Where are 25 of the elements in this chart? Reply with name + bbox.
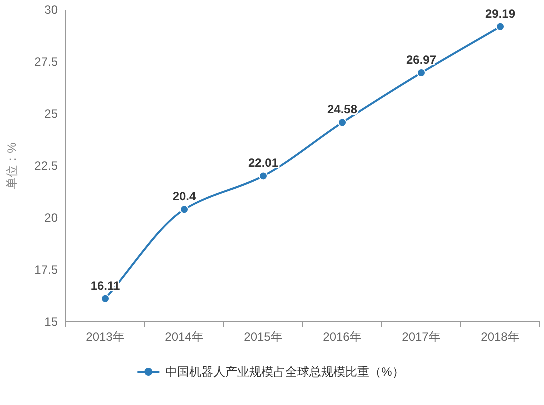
point [259, 172, 268, 181]
x-tick-label: 2014年 [165, 330, 204, 344]
y-tick-label: 17.5 [34, 263, 58, 277]
y-axis-title: 单位：% [5, 142, 19, 190]
point [338, 118, 347, 128]
y-tick-label: 20 [44, 211, 58, 225]
x-tick-label: 2018年 [481, 330, 520, 344]
data-label: 22.01 [248, 156, 279, 170]
x-tick-label: 2017年 [402, 330, 441, 344]
data-label: 29.19 [485, 6, 516, 21]
y-tick-label: 25 [44, 107, 58, 121]
legend-label: 中国机器人产业规模占全球总规模比重（%） [166, 365, 404, 379]
point [180, 205, 189, 214]
y-tick-label: 22.5 [34, 159, 58, 173]
x-tick-label: 2016年 [323, 330, 362, 344]
point [101, 294, 110, 304]
data-label: 20.4 [172, 190, 196, 204]
y-tick-label: 30 [44, 3, 58, 17]
data-label: 26.97 [406, 53, 437, 68]
x-tick-label: 2013年 [86, 330, 125, 344]
y-tick-label: 27.5 [34, 55, 58, 69]
data-label: 24.58 [327, 102, 358, 117]
x-tick-label: 2015年 [244, 330, 283, 344]
y-tick-label: 15 [44, 315, 58, 329]
point [496, 22, 505, 32]
